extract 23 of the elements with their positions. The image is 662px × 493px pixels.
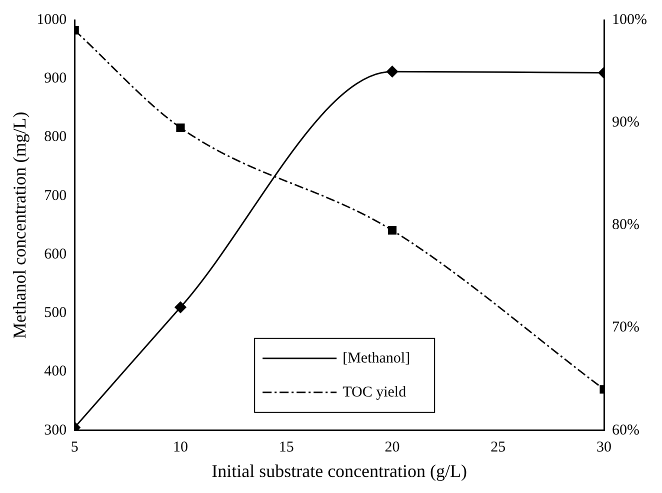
y-tick-label: 400 [44, 364, 67, 380]
x-tick-label: 20 [384, 439, 400, 456]
x-tick-label: 25 [490, 439, 506, 456]
y-tick-label: 500 [44, 305, 67, 322]
y2-tick-label: 60% [612, 422, 640, 438]
x-axis-title: Initial substrate concentration (g/L) [212, 460, 468, 481]
y-axis-title: Methanol concentration (mg/L) [10, 112, 30, 339]
y-tick-label: 300 [44, 422, 67, 438]
y-tick-label: 1000 [36, 12, 67, 28]
x-tick-label: 5 [70, 439, 78, 456]
x-tick-label: 30 [596, 439, 612, 456]
legend-label: [Methanol] [342, 350, 410, 366]
y2-tick-label: 70% [612, 320, 640, 336]
y-tick-label: 800 [44, 129, 67, 146]
x-tick-label: 15 [278, 439, 294, 456]
y-tick-label: 900 [44, 70, 67, 87]
y-tick-label: 700 [44, 188, 67, 204]
y-tick-label: 600 [44, 246, 67, 262]
y2-tick-label: 80% [612, 217, 640, 234]
x-tick-label: 10 [172, 439, 188, 456]
legend-label: TOC yield [342, 384, 407, 400]
y2-tick-label: 90% [612, 114, 640, 131]
y2-tick-label: 100% [612, 12, 648, 28]
